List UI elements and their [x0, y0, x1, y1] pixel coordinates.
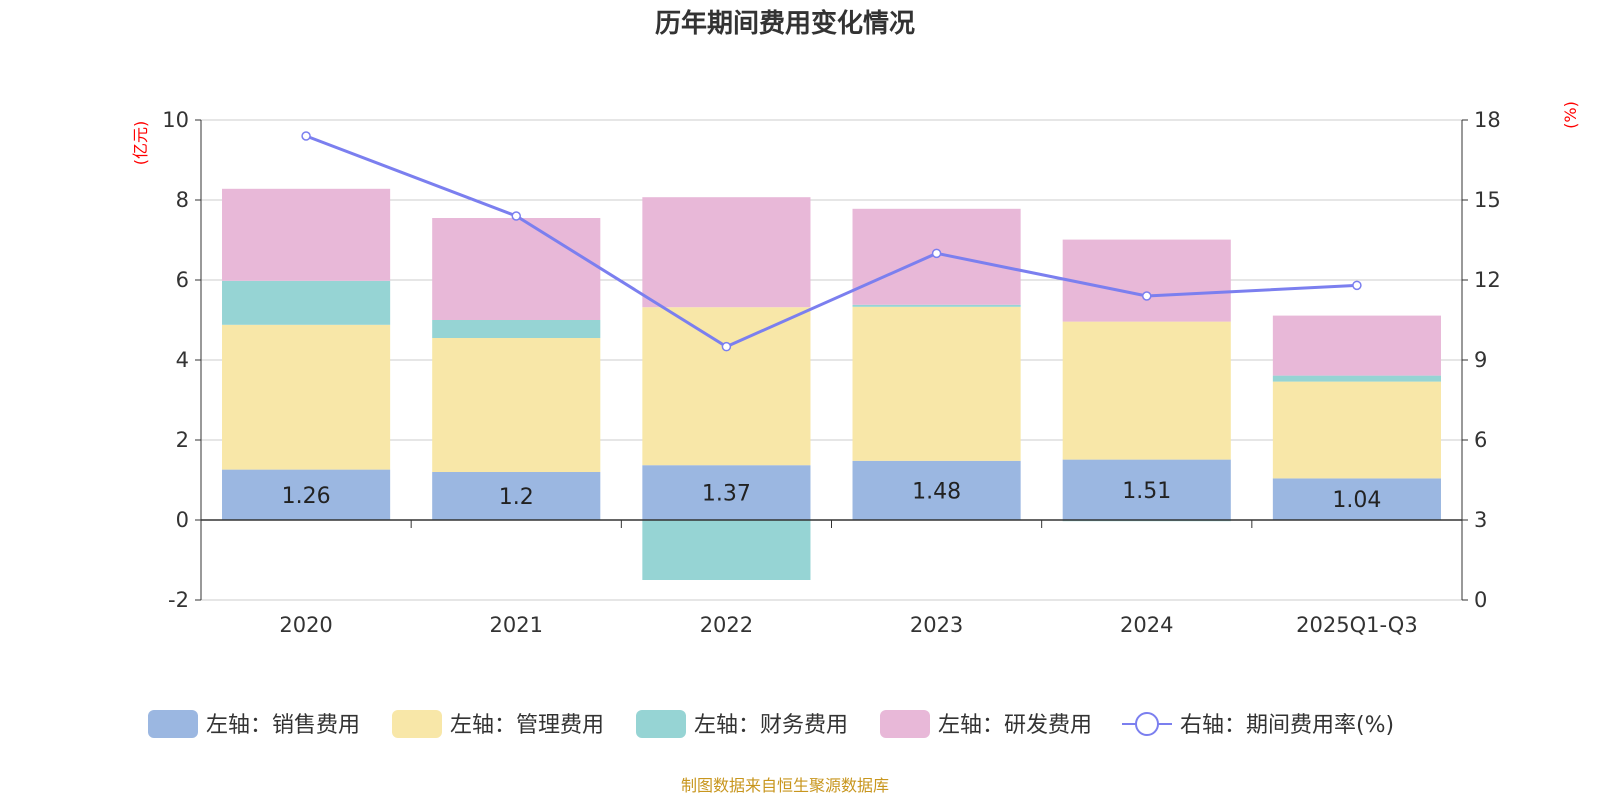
right-tick-label: 12: [1474, 268, 1501, 292]
bar-研发费用-2024: [1062, 239, 1231, 322]
right-axis-unit: (%): [1561, 101, 1580, 129]
bar-财务费用-2021: [432, 320, 601, 338]
source-note: 制图数据来自恒生聚源数据库: [681, 776, 889, 795]
bar-财务费用-2022: [642, 520, 811, 580]
left-tick-label: 8: [176, 188, 189, 212]
bar-管理费用-2021: [432, 338, 601, 472]
data-label: 1.2: [499, 485, 534, 510]
left-tick-label: 6: [176, 268, 189, 292]
bar-管理费用-2024: [1062, 321, 1231, 460]
legend-item[interactable]: 左轴：财务费用: [636, 710, 848, 738]
bar-财务费用-2023: [852, 304, 1021, 307]
bars: [222, 188, 1441, 580]
legend-marker: [1135, 712, 1159, 736]
bar-管理费用-2022: [642, 307, 811, 466]
x-tick-label: 2024: [1120, 613, 1173, 637]
right-tick-label: 18: [1474, 108, 1501, 132]
rate-point: [301, 131, 311, 141]
legend-swatch: [148, 710, 198, 738]
right-tick-label: 0: [1474, 588, 1487, 612]
bar-销售费用-2021: [432, 472, 601, 520]
data-label: 1.37: [702, 482, 751, 507]
legend-item[interactable]: 左轴：销售费用: [148, 710, 360, 738]
bar-销售费用-2024: [1062, 459, 1231, 520]
bar-销售费用-2022: [642, 465, 811, 520]
bar-管理费用-2020: [222, 324, 391, 470]
rate-line: [301, 131, 1362, 352]
bar-研发费用-2021: [432, 218, 601, 320]
data-label: 1.48: [912, 479, 961, 504]
chart-title: 历年期间费用变化情况: [655, 8, 915, 39]
rate-point: [1352, 280, 1362, 291]
x-tick-label: 2025Q1-Q3: [1296, 613, 1418, 637]
legend-item[interactable]: 左轴：管理费用: [392, 710, 604, 738]
x-tick-label: 2020: [279, 613, 332, 637]
bar-销售费用-2025Q1-Q3: [1272, 478, 1441, 520]
bar-管理费用-2025Q1-Q3: [1272, 381, 1441, 479]
data-labels: 1.26 1.2 1.37 1.48 1.51 1.04: [282, 479, 1382, 513]
legend-swatch: [636, 710, 686, 738]
left-tick-label: 4: [176, 348, 189, 372]
legend: 左轴：销售费用 左轴：管理费用 左轴：财务费用 左轴：研发费用 右轴：期间费用率(%): [148, 710, 1394, 738]
axes: -2 0 2 4 6 8 10 0 3 6 9 12 15 18 2020 2021 2022 2023 2024 2…: [162, 108, 1500, 637]
bar-销售费用-2023: [852, 460, 1021, 520]
right-tick-label: 3: [1474, 508, 1487, 532]
x-tick-label: 2021: [490, 613, 543, 637]
legend-item[interactable]: 左轴：研发费用: [880, 710, 1092, 738]
bar-研发费用-2020: [222, 188, 391, 281]
data-label: 1.04: [1332, 488, 1381, 513]
right-tick-label: 15: [1474, 188, 1501, 212]
bar-财务费用-2020: [222, 280, 391, 325]
x-tick-label: 2022: [700, 613, 753, 637]
x-tick-label: 2023: [910, 613, 963, 637]
bar-研发费用-2022: [642, 197, 811, 308]
bar-财务费用-2025Q1-Q3: [1272, 375, 1441, 382]
rate-point: [931, 248, 942, 259]
left-tick-label: 0: [176, 508, 189, 532]
rate-point: [1142, 291, 1152, 301]
rate-point: [721, 341, 732, 352]
bar-研发费用-2025Q1-Q3: [1272, 315, 1441, 376]
legend-swatch: [392, 710, 442, 738]
legend-label: 左轴：财务费用: [694, 713, 848, 738]
legend-label: 右轴：期间费用率(%): [1180, 713, 1394, 738]
legend-label: 左轴：销售费用: [206, 713, 360, 738]
legend-label: 左轴：管理费用: [450, 713, 604, 738]
data-label: 1.26: [282, 484, 331, 509]
left-axis-unit: (亿元): [131, 121, 150, 166]
rate-line-path: [305, 134, 1357, 349]
bar-管理费用-2023: [852, 306, 1021, 461]
data-label: 1.51: [1122, 479, 1171, 504]
legend-item[interactable]: 右轴：期间费用率(%): [1122, 712, 1394, 738]
left-tick-label: 2: [176, 428, 189, 452]
right-tick-label: 9: [1474, 348, 1487, 372]
legend-label: 左轴：研发费用: [938, 713, 1092, 738]
left-tick-label: -2: [168, 588, 189, 612]
right-tick-label: 6: [1474, 428, 1487, 452]
rate-point: [511, 211, 521, 221]
left-tick-label: 10: [162, 108, 189, 132]
bar-销售费用-2020: [222, 469, 391, 520]
legend-swatch: [880, 710, 930, 738]
